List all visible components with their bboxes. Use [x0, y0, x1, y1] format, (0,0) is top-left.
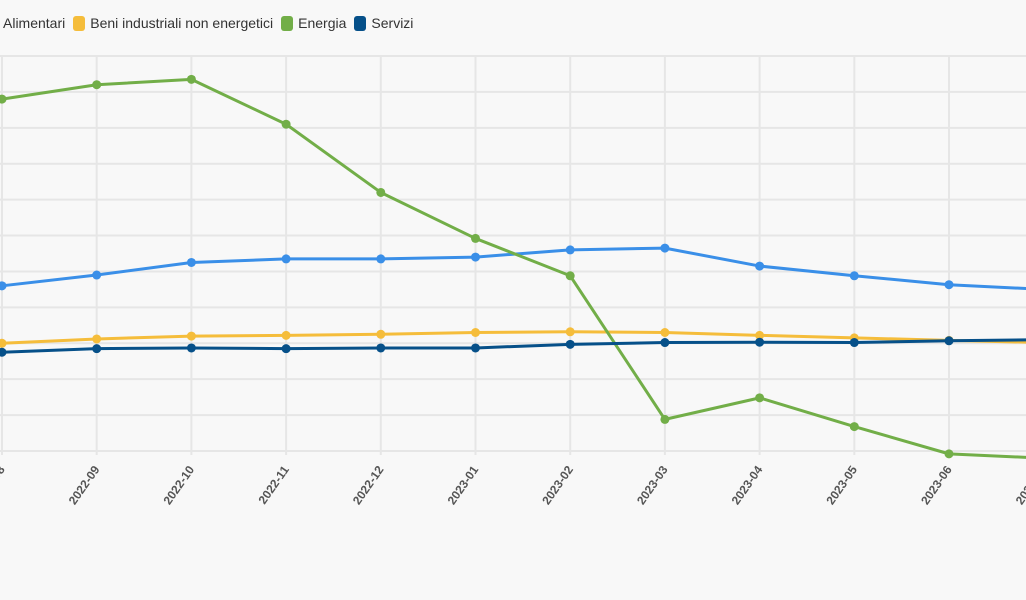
x-tick-label: 2022-09 — [66, 463, 103, 507]
data-point — [660, 414, 670, 424]
data-point — [0, 94, 7, 104]
data-point — [92, 270, 102, 280]
legend-item-4[interactable]: Servizi — [354, 15, 413, 31]
data-point — [565, 245, 575, 255]
legend-item-1[interactable]: Alimentari — [3, 15, 65, 31]
data-point — [755, 330, 765, 340]
data-point — [281, 119, 291, 129]
x-tick-label: 2023-03 — [634, 463, 671, 507]
data-point — [755, 393, 765, 403]
data-point — [186, 74, 196, 84]
data-point — [565, 271, 575, 281]
data-point — [376, 343, 386, 353]
data-point — [0, 347, 7, 357]
x-tick-label: 2023-01 — [445, 463, 482, 507]
x-tick-label: 2023-02 — [539, 463, 576, 507]
data-point — [186, 257, 196, 267]
data-point — [471, 233, 480, 243]
data-point — [281, 254, 291, 264]
data-point — [944, 449, 954, 459]
x-tick-label: 2022-11 — [256, 463, 293, 507]
data-point — [565, 339, 575, 349]
data-point — [0, 281, 7, 291]
x-tick-label: 2023-04 — [729, 463, 766, 507]
data-point — [376, 187, 386, 197]
data-point — [376, 254, 386, 264]
data-point — [755, 337, 765, 347]
data-point — [186, 343, 196, 353]
data-point — [471, 328, 480, 337]
data-point — [849, 422, 859, 432]
data-point — [849, 271, 859, 281]
data-point — [565, 327, 575, 337]
legend-label: Beni industriali non energetici — [90, 15, 274, 31]
x-tick-label: 2022-10 — [160, 463, 197, 507]
data-point — [186, 331, 196, 341]
data-point — [92, 344, 102, 354]
legend-swatch — [73, 15, 86, 31]
data-point — [471, 252, 480, 262]
data-point — [92, 334, 102, 344]
chart-legend: Alimentari Beni industriali non energetic… — [3, 12, 415, 34]
data-point — [944, 336, 954, 346]
data-point — [92, 80, 102, 90]
legend-label: Servizi — [371, 15, 414, 31]
legend-swatch — [281, 15, 294, 31]
legend-swatch — [354, 15, 367, 31]
data-point — [660, 243, 670, 253]
legend-item-3[interactable]: Energia — [281, 15, 346, 31]
x-tick-label: 2023-05 — [823, 463, 860, 507]
data-point — [660, 328, 670, 337]
data-point — [376, 329, 386, 339]
x-tick-label: 2023-06 — [918, 463, 955, 507]
x-tick-label: 2022-12 — [350, 463, 387, 507]
legend-item-2[interactable]: Beni industriali non energetici — [73, 15, 273, 31]
data-point — [281, 330, 291, 340]
data-point — [471, 343, 480, 353]
series-line-4 — [1, 338, 1026, 354]
series-line-2 — [1, 330, 1026, 345]
legend-label: Alimentari — [3, 15, 66, 31]
data-point — [0, 338, 7, 348]
data-point — [849, 338, 859, 348]
data-point — [281, 344, 291, 354]
data-point — [660, 338, 670, 348]
x-tick-label: 2023-07 — [1013, 463, 1026, 507]
series-line-1 — [1, 246, 1026, 291]
series-line-3 — [1, 77, 1026, 459]
legend-label: Energia — [298, 15, 347, 31]
data-point — [755, 261, 765, 271]
data-point — [944, 280, 954, 290]
x-tick-label: 2022-08 — [0, 463, 8, 507]
